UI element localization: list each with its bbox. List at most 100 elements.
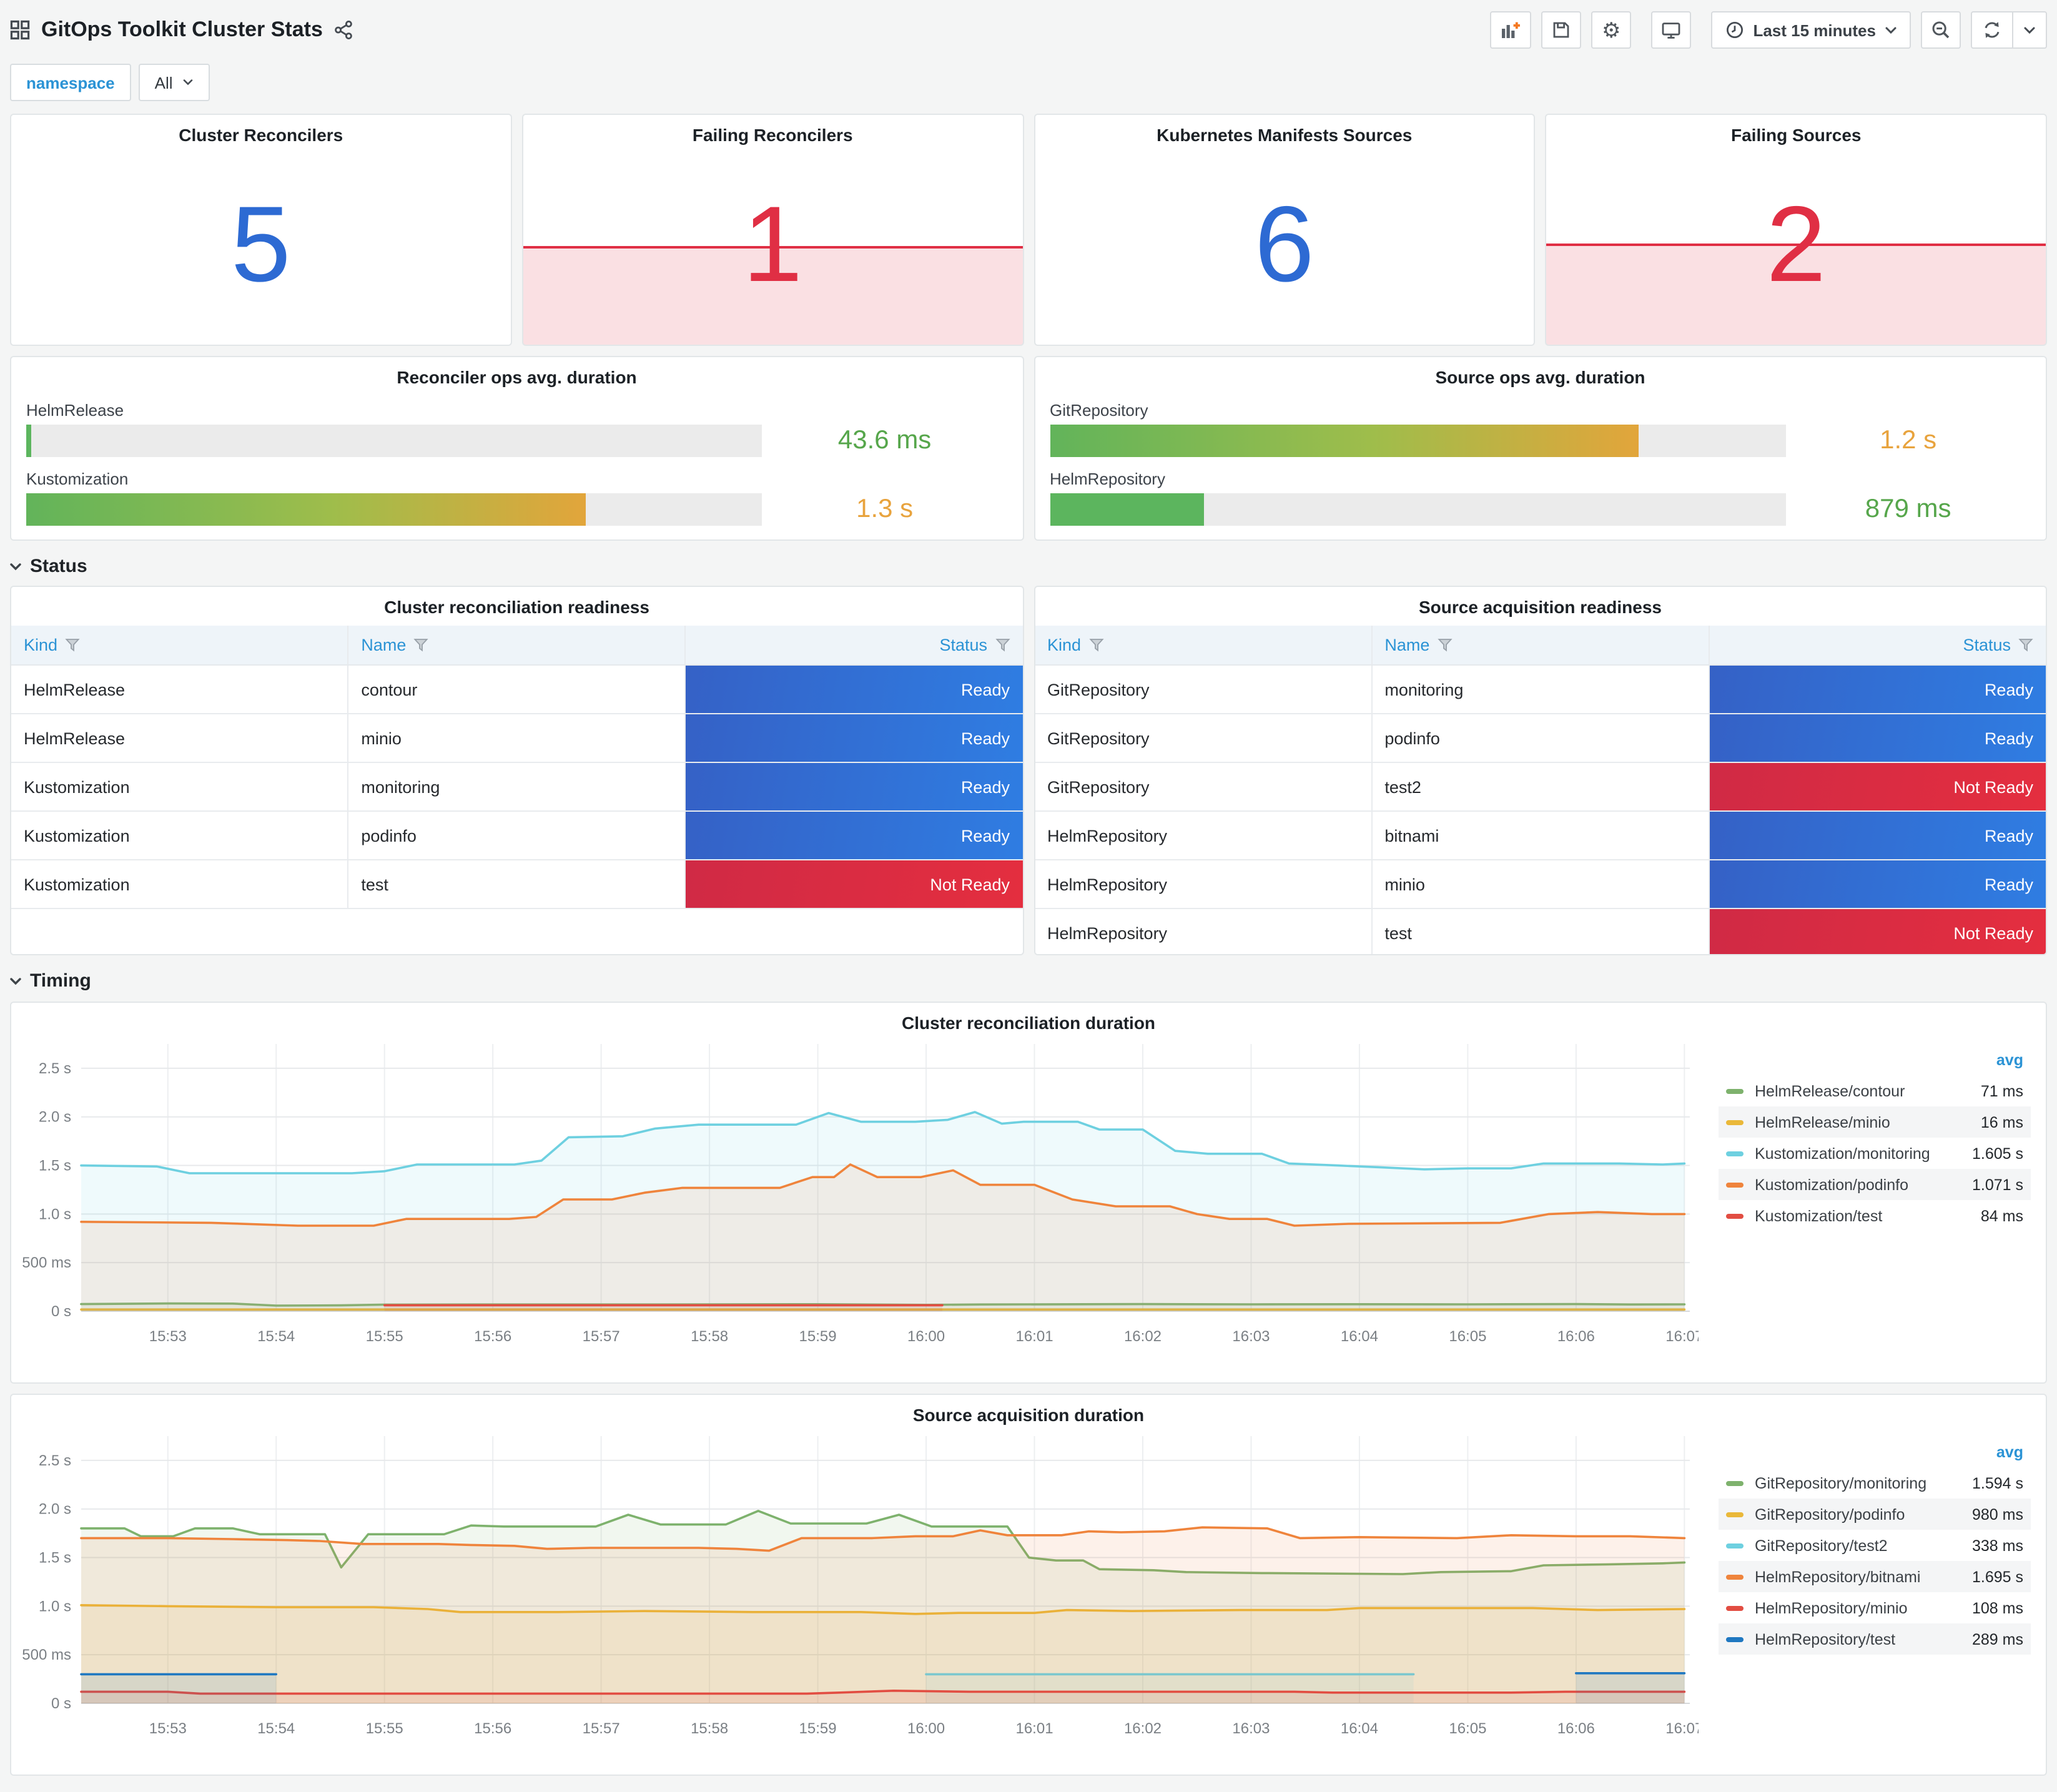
legend-series-name: GitRepository/monitoring	[1755, 1474, 1927, 1492]
column-header-content: Name	[361, 636, 672, 654]
legend-row[interactable]: HelmRepository/minio 108 ms	[1719, 1592, 2031, 1623]
variable-label-namespace[interactable]: namespace	[10, 64, 131, 101]
variable-value-dropdown[interactable]: All	[138, 64, 210, 101]
filter-funnel-icon[interactable]	[2018, 638, 2033, 652]
variables-row: namespace All	[10, 64, 2047, 101]
chart-title[interactable]: Cluster reconciliation duration	[901, 1013, 1156, 1033]
gauge-bar-label: HelmRelease	[26, 401, 124, 420]
svg-text:500 ms: 500 ms	[22, 1647, 71, 1663]
column-header-name[interactable]: Name	[348, 626, 686, 666]
table-panel-title[interactable]: Cluster reconciliation readiness	[384, 597, 649, 617]
svg-text:16:06: 16:06	[1557, 1328, 1595, 1345]
svg-text:15:57: 15:57	[583, 1720, 620, 1737]
table-row: GitRepository test2 Not Ready	[1035, 762, 2046, 812]
chart-legend: avg GitRepository/monitoring 1.594 s GitRep…	[1706, 1429, 2041, 1772]
cell-status: Not Ready	[1709, 908, 2046, 954]
column-header-status[interactable]: Status	[685, 626, 1022, 666]
legend-avg-header[interactable]: avg	[1996, 1051, 2023, 1069]
svg-text:16:03: 16:03	[1232, 1720, 1270, 1737]
svg-text:16:07: 16:07	[1665, 1720, 1699, 1737]
column-header-kind[interactable]: Kind	[11, 626, 349, 666]
column-header-label: Kind	[1047, 636, 1082, 654]
stat-panel-title[interactable]: Failing Reconcilers	[692, 125, 853, 145]
legend-swatch	[1726, 1574, 1744, 1579]
status-badge: Ready	[686, 714, 1022, 762]
chart-legend: avg HelmRelease/contour 71 ms HelmRelease/m…	[1706, 1036, 2041, 1380]
legend-row[interactable]: Kustomization/test 84 ms	[1719, 1200, 2031, 1231]
column-header-kind[interactable]: Kind	[1035, 626, 1373, 666]
share-icon[interactable]	[334, 20, 354, 40]
svg-text:16:07: 16:07	[1665, 1328, 1699, 1345]
gauge-bar-label: Kustomization	[26, 470, 129, 488]
gauge-bar-label: HelmRepository	[1050, 470, 1165, 488]
gear-icon: ⚙	[1601, 18, 1621, 42]
chart-plot[interactable]: 0 s 500 ms 1.0 s 1.5 s 2.0 s 2.5 s 15:53 15:54 1…	[19, 1036, 1706, 1380]
stat-panel-title[interactable]: Cluster Reconcilers	[179, 125, 343, 145]
status-badge: Not Ready	[1709, 763, 2046, 810]
legend-series-name: Kustomization/monitoring	[1755, 1145, 1930, 1162]
gauge-panel-title[interactable]: Reconciler ops avg. duration	[397, 367, 637, 387]
stat-panel-title[interactable]: Kubernetes Manifests Sources	[1157, 125, 1413, 145]
status-badge: Ready	[1709, 714, 2046, 762]
legend-row[interactable]: HelmRepository/bitnami 1.695 s	[1719, 1561, 2031, 1592]
cell-status: Ready	[685, 665, 1022, 714]
gauge-panel-title[interactable]: Source ops avg. duration	[1435, 367, 1645, 387]
legend-swatch	[1726, 1605, 1744, 1610]
svg-text:15:53: 15:53	[149, 1328, 187, 1345]
svg-text:1.5 s: 1.5 s	[39, 1550, 71, 1567]
refresh-button[interactable]	[1972, 12, 2012, 47]
legend-row[interactable]: GitRepository/test2 338 ms	[1719, 1530, 2031, 1561]
cell-name: podinfo	[1371, 714, 1710, 763]
refresh-interval-button[interactable]	[2012, 12, 2046, 47]
section-status[interactable]: Status	[10, 556, 2047, 577]
cell-name: bitnami	[1371, 811, 1710, 860]
time-series-panel: Cluster reconciliation duration 0 s 500 ms…	[10, 1002, 2047, 1384]
legend-series-name: GitRepository/test2	[1755, 1537, 1888, 1554]
column-header-status[interactable]: Status	[1709, 626, 2046, 666]
stat-panel-title[interactable]: Failing Sources	[1731, 125, 1862, 145]
legend-swatch	[1726, 1480, 1744, 1485]
column-header-content: Status	[1722, 636, 2033, 654]
filter-funnel-icon[interactable]	[413, 638, 429, 652]
dashboard-title: GitOps Toolkit Cluster Stats	[41, 17, 323, 41]
legend-row[interactable]: HelmRepository/test 289 ms	[1719, 1623, 2031, 1655]
legend-avg-value: 84 ms	[1980, 1207, 2023, 1224]
column-header-content: Kind	[1047, 636, 1358, 654]
gauge-bar: 43.6 ms	[26, 425, 1007, 457]
legend-avg-value: 980 ms	[1972, 1505, 2023, 1523]
filter-funnel-icon[interactable]	[995, 638, 1010, 652]
chart-title[interactable]: Source acquisition duration	[912, 1405, 1145, 1425]
column-header-name[interactable]: Name	[1371, 626, 1710, 666]
legend-row[interactable]: Kustomization/monitoring 1.605 s	[1719, 1138, 2031, 1169]
filter-funnel-icon[interactable]	[1437, 638, 1453, 652]
time-range-picker[interactable]: Last 15 minutes	[1710, 11, 1911, 49]
table-row: Kustomization test Not Ready	[11, 860, 1022, 909]
tv-mode-button[interactable]	[1650, 11, 1691, 49]
cell-kind: HelmRelease	[11, 714, 349, 763]
chart-plot[interactable]: 0 s 500 ms 1.0 s 1.5 s 2.0 s 2.5 s 15:53 15:54 1…	[19, 1429, 1706, 1772]
legend-avg-header[interactable]: avg	[1996, 1444, 2023, 1461]
table-row: HelmRelease minio Ready	[11, 714, 1022, 763]
legend-row[interactable]: GitRepository/podinfo 980 ms	[1719, 1499, 2031, 1530]
dashboard-settings-button[interactable]: ⚙	[1591, 11, 1631, 49]
save-dashboard-button[interactable]	[1541, 11, 1582, 49]
table-panel-title[interactable]: Source acquisition readiness	[1418, 597, 1662, 617]
legend-row[interactable]: Kustomization/podinfo 1.071 s	[1719, 1169, 2031, 1200]
legend-swatch	[1726, 1088, 1744, 1093]
filter-funnel-icon[interactable]	[65, 638, 80, 652]
zoom-out-button[interactable]	[1921, 11, 1961, 49]
legend-swatch	[1726, 1120, 1744, 1125]
legend-row[interactable]: HelmRelease/minio 16 ms	[1719, 1106, 2031, 1138]
svg-text:16:05: 16:05	[1449, 1720, 1486, 1737]
legend-row[interactable]: HelmRelease/contour 71 ms	[1719, 1075, 2031, 1106]
svg-text:1.5 s: 1.5 s	[39, 1158, 71, 1174]
section-timing[interactable]: Timing	[10, 970, 2047, 992]
legend-row[interactable]: GitRepository/monitoring 1.594 s	[1719, 1467, 2031, 1499]
svg-text:16:00: 16:00	[907, 1328, 945, 1345]
column-header-content: Status	[699, 636, 1010, 654]
add-panel-button[interactable]	[1490, 11, 1532, 49]
cell-name: monitoring	[348, 762, 686, 812]
table-row: HelmRepository minio Ready	[1035, 860, 2046, 909]
svg-text:16:04: 16:04	[1341, 1720, 1378, 1737]
filter-funnel-icon[interactable]	[1088, 638, 1103, 652]
